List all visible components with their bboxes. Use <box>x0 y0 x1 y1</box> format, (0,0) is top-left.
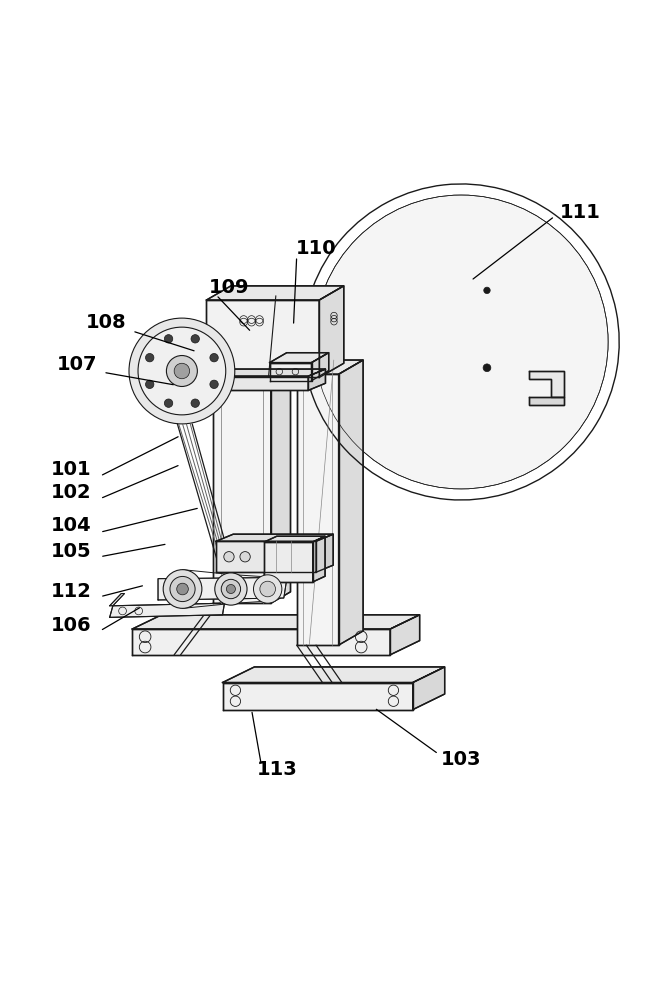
Polygon shape <box>158 577 287 600</box>
Text: 101: 101 <box>51 460 91 479</box>
Text: 109: 109 <box>209 278 249 297</box>
Polygon shape <box>132 615 420 629</box>
Polygon shape <box>110 603 224 617</box>
Text: 103: 103 <box>441 750 481 769</box>
Circle shape <box>210 353 218 362</box>
Polygon shape <box>216 541 316 572</box>
Polygon shape <box>297 374 339 645</box>
Circle shape <box>484 287 490 294</box>
Circle shape <box>253 575 282 603</box>
Polygon shape <box>313 536 325 582</box>
Circle shape <box>215 573 247 605</box>
Circle shape <box>191 335 199 343</box>
Circle shape <box>226 584 235 594</box>
Polygon shape <box>213 363 290 374</box>
Polygon shape <box>264 536 325 542</box>
Text: 110: 110 <box>296 239 336 258</box>
Text: 108: 108 <box>86 313 126 332</box>
Circle shape <box>240 552 250 562</box>
Polygon shape <box>206 286 344 300</box>
Polygon shape <box>413 667 444 710</box>
Text: 105: 105 <box>51 542 91 561</box>
Polygon shape <box>270 353 329 363</box>
Text: 111: 111 <box>560 203 601 222</box>
Polygon shape <box>216 534 333 541</box>
Circle shape <box>174 363 190 379</box>
Polygon shape <box>339 360 363 645</box>
Circle shape <box>166 356 197 386</box>
Circle shape <box>146 353 154 362</box>
Circle shape <box>164 335 173 343</box>
Polygon shape <box>132 629 390 655</box>
Polygon shape <box>271 363 290 603</box>
Polygon shape <box>205 376 308 390</box>
Polygon shape <box>223 667 444 683</box>
Polygon shape <box>297 360 363 374</box>
Polygon shape <box>312 353 329 381</box>
Circle shape <box>138 327 226 415</box>
Polygon shape <box>110 594 124 606</box>
Text: 106: 106 <box>51 616 91 635</box>
Polygon shape <box>390 615 420 655</box>
Text: 113: 113 <box>257 760 298 779</box>
Circle shape <box>483 364 491 372</box>
Circle shape <box>146 380 154 389</box>
Polygon shape <box>213 374 271 603</box>
Circle shape <box>164 399 173 407</box>
Polygon shape <box>223 683 413 710</box>
Text: 102: 102 <box>51 483 91 502</box>
Circle shape <box>221 579 241 599</box>
Polygon shape <box>270 363 312 381</box>
Circle shape <box>260 581 275 597</box>
Polygon shape <box>308 369 326 390</box>
Polygon shape <box>316 534 333 572</box>
Circle shape <box>129 318 235 424</box>
Polygon shape <box>264 542 313 582</box>
Circle shape <box>224 552 234 562</box>
Circle shape <box>314 195 608 489</box>
Circle shape <box>210 380 218 389</box>
Circle shape <box>170 576 195 602</box>
Polygon shape <box>529 371 564 397</box>
Polygon shape <box>529 397 564 405</box>
Polygon shape <box>192 352 216 390</box>
Text: 112: 112 <box>50 582 92 601</box>
Polygon shape <box>206 300 319 377</box>
Text: 104: 104 <box>51 516 91 535</box>
Text: 107: 107 <box>57 355 97 374</box>
Circle shape <box>177 583 188 595</box>
Polygon shape <box>205 369 326 376</box>
Circle shape <box>191 399 199 407</box>
Polygon shape <box>319 286 344 377</box>
Circle shape <box>163 570 202 608</box>
